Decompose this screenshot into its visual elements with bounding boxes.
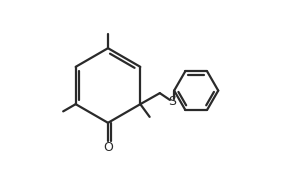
Text: O: O xyxy=(103,141,113,154)
Text: S: S xyxy=(168,95,176,108)
